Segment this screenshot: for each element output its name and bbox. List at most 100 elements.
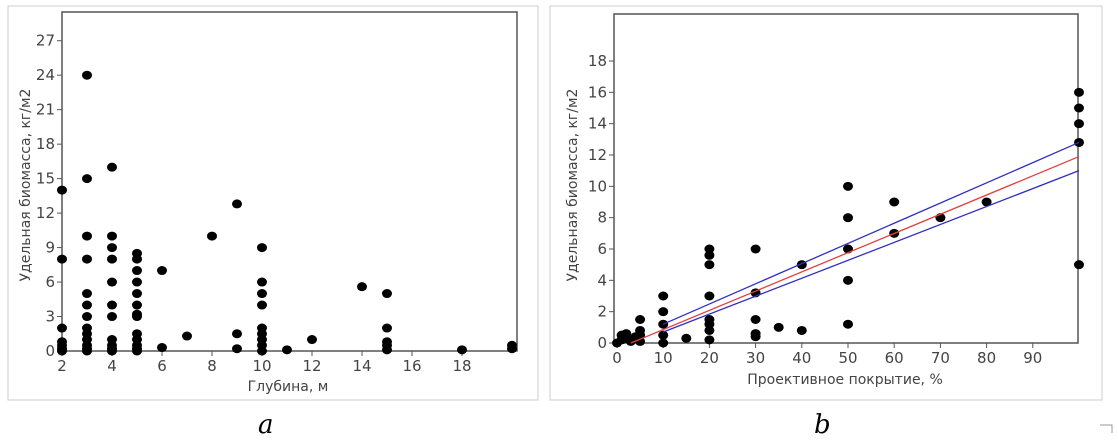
corner-mark	[1100, 424, 1113, 433]
y-tick-label: 3	[45, 308, 55, 326]
y-tick-label: 14	[588, 115, 607, 133]
x-tick-label: 6	[157, 357, 167, 375]
y-tick-label: 12	[36, 204, 55, 222]
data-point	[843, 213, 853, 223]
panel-a-xlabel: Глубина, м	[248, 379, 329, 395]
data-point	[635, 336, 646, 346]
data-point	[82, 70, 92, 80]
data-point	[704, 250, 715, 260]
panel-b-xlabel: Проективное покрытие, %	[747, 372, 943, 388]
data-point	[704, 335, 715, 345]
data-point	[57, 323, 67, 333]
x-tick-label: 18	[452, 357, 471, 375]
data-point	[82, 174, 92, 184]
x-tick-label: 30	[746, 349, 765, 367]
data-point	[82, 346, 92, 356]
x-tick-label: 0	[612, 349, 622, 367]
data-point	[57, 254, 67, 264]
data-point	[257, 277, 267, 287]
panel-b-ylabel: Удельная биомасса, кг/м2	[565, 89, 581, 282]
x-tick-label: 12	[302, 357, 321, 375]
lower-confidence-line	[662, 170, 1080, 333]
data-point	[796, 325, 807, 335]
data-point	[57, 185, 67, 195]
data-point	[750, 332, 761, 342]
data-point	[658, 330, 669, 340]
y-tick-label: 2	[597, 303, 607, 321]
data-point	[382, 289, 392, 299]
data-point	[157, 266, 167, 276]
data-point	[107, 231, 117, 241]
x-tick-label: 10	[252, 357, 271, 375]
panel-a-border	[7, 5, 539, 401]
data-point	[704, 244, 715, 254]
data-point	[1074, 119, 1084, 129]
data-point	[704, 319, 715, 329]
y-tick-label: 9	[45, 239, 55, 257]
x-tick-label: 40	[792, 349, 811, 367]
data-point	[507, 344, 517, 354]
data-point	[681, 333, 692, 343]
data-point	[457, 345, 467, 355]
data-point	[1074, 87, 1084, 97]
y-tick-label: 6	[45, 273, 55, 291]
x-tick-label: 16	[402, 357, 421, 375]
data-point	[132, 254, 142, 264]
data-point	[232, 199, 242, 209]
y-tick-label: 16	[588, 83, 607, 101]
data-point	[182, 331, 192, 341]
data-point	[157, 343, 167, 353]
data-point	[132, 300, 142, 310]
data-point	[382, 345, 392, 355]
data-point	[132, 346, 142, 356]
data-point	[658, 307, 669, 317]
data-point	[107, 312, 117, 322]
regression-line	[630, 155, 1080, 344]
data-point	[704, 260, 715, 270]
data-point	[232, 329, 242, 339]
x-tick-label: 80	[977, 349, 996, 367]
data-point	[82, 300, 92, 310]
data-point	[132, 266, 142, 276]
upper-confidence-line	[662, 141, 1080, 325]
data-point	[82, 231, 92, 241]
x-tick-label: 4	[107, 357, 117, 375]
plot-frame-1	[613, 13, 1079, 344]
data-point	[82, 312, 92, 322]
data-point	[57, 346, 67, 356]
y-tick-label: 8	[597, 209, 607, 227]
data-point	[107, 243, 117, 253]
data-point	[843, 275, 853, 285]
y-tick-label: 0	[597, 334, 607, 352]
data-point	[750, 315, 761, 324]
y-tick-label: 18	[588, 52, 607, 70]
plot-frame-0	[61, 11, 518, 352]
data-point	[750, 244, 761, 254]
data-point	[232, 344, 242, 354]
panel-a-ylabel: Удельная биомасса, кг/м2	[18, 89, 34, 282]
data-point	[307, 335, 317, 345]
data-point	[257, 243, 267, 253]
x-tick-label: 60	[885, 349, 904, 367]
data-point	[1074, 103, 1084, 113]
data-point	[132, 312, 142, 322]
data-point	[981, 197, 992, 207]
data-point	[843, 181, 853, 191]
x-tick-label: 10	[654, 349, 673, 367]
y-tick-label: 6	[597, 240, 607, 258]
data-point	[107, 277, 117, 287]
y-tick-label: 4	[597, 271, 607, 289]
data-point	[704, 291, 715, 301]
data-point	[635, 315, 646, 324]
data-point	[357, 282, 367, 292]
y-tick-label: 10	[588, 177, 607, 195]
y-tick-label: 24	[36, 66, 55, 84]
data-point	[843, 319, 853, 329]
x-tick-label: 70	[931, 349, 950, 367]
x-tick-label: 14	[352, 357, 371, 375]
x-tick-label: 8	[207, 357, 217, 375]
data-point	[773, 322, 784, 332]
data-point	[382, 323, 392, 333]
